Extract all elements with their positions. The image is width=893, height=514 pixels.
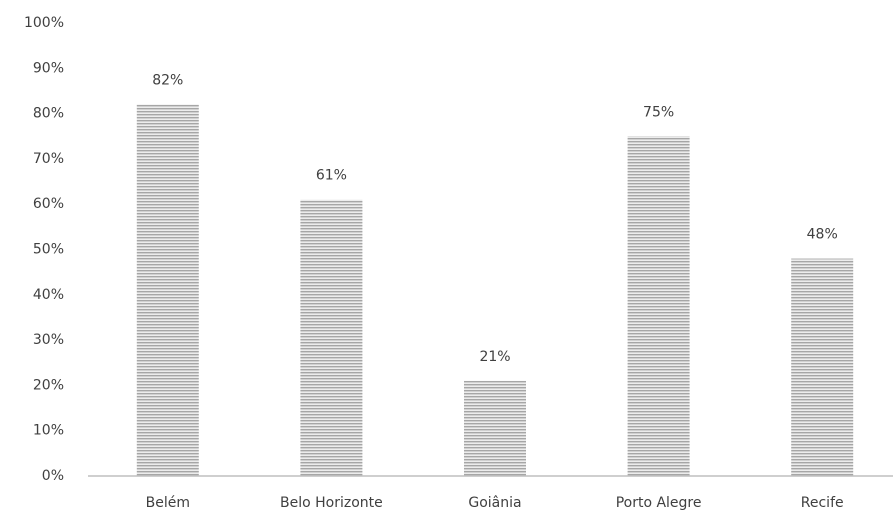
x-tick-label: Belém: [146, 495, 190, 511]
x-tick-label: Goiânia: [468, 495, 521, 511]
y-tick-label: 20%: [33, 377, 64, 393]
bar: [464, 380, 526, 476]
y-tick-label: 50%: [33, 242, 64, 258]
data-label: 82%: [152, 73, 183, 89]
y-tick-label: 100%: [24, 15, 64, 31]
y-tick-label: 0%: [42, 468, 64, 484]
data-label: 61%: [316, 168, 347, 184]
y-tick-label: 10%: [33, 423, 64, 439]
bar: [627, 136, 690, 476]
x-tick-label: Belo Horizonte: [280, 495, 383, 511]
bar: [300, 199, 363, 477]
bar: [136, 104, 199, 476]
x-tick-label: Recife: [801, 495, 844, 511]
data-label: 21%: [479, 349, 510, 365]
data-label: 48%: [807, 227, 838, 243]
x-tick-label: Porto Alegre: [616, 495, 702, 511]
y-tick-label: 40%: [33, 287, 64, 303]
y-tick-label: 60%: [33, 196, 64, 212]
y-tick-label: 70%: [33, 151, 64, 167]
y-tick-label: 30%: [33, 332, 64, 348]
bar: [791, 258, 854, 476]
y-tick-label: 80%: [33, 106, 64, 122]
data-label: 75%: [643, 104, 674, 120]
y-tick-label: 90%: [33, 60, 64, 76]
